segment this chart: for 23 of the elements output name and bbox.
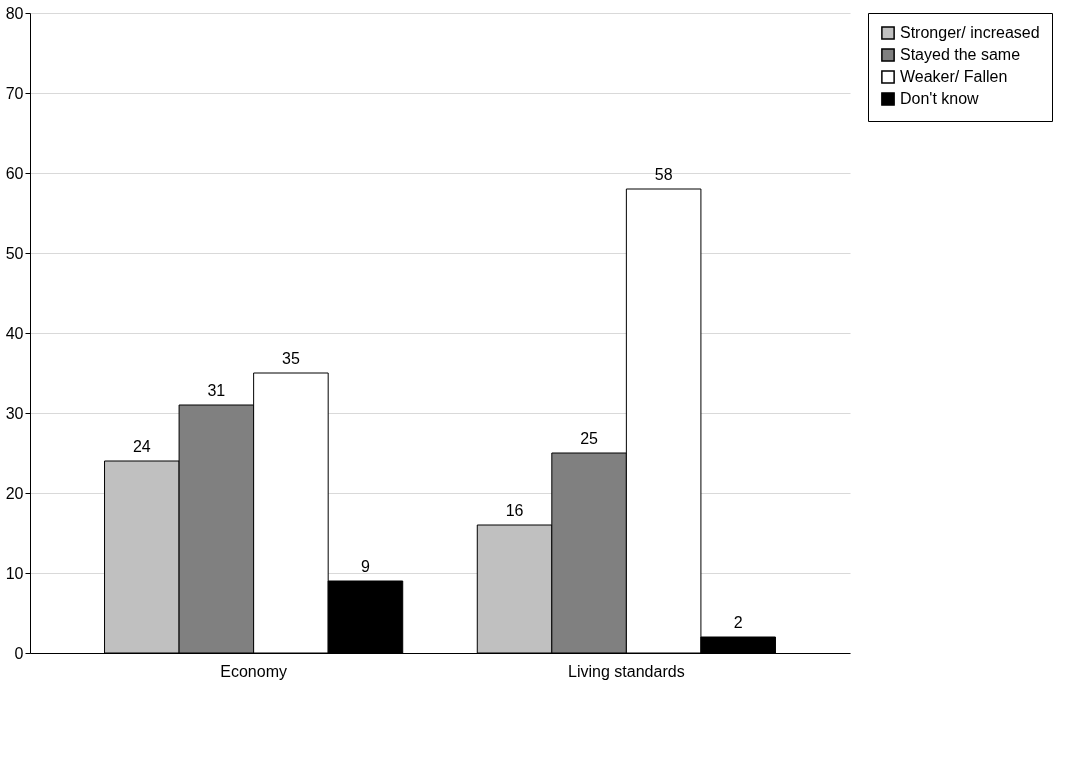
y-tick-label: 50 [5, 244, 24, 262]
data-label: 58 [654, 166, 673, 183]
data-label: 9 [361, 558, 370, 575]
y-tick-label: 0 [14, 644, 24, 662]
legend-label: Don't know [900, 90, 980, 107]
y-tick-label: 80 [5, 4, 24, 22]
data-label: 31 [207, 382, 226, 399]
legend-label: Stayed the same [900, 46, 1021, 63]
y-tick-label: 30 [5, 404, 24, 422]
legend-label: Stronger/ increased [900, 24, 1040, 41]
data-label: 35 [282, 350, 300, 367]
data-label: 24 [132, 438, 151, 455]
y-tick-label: 60 [5, 164, 24, 182]
data-label: 25 [580, 430, 599, 447]
y-tick-label: 40 [5, 324, 24, 342]
legend-label: Weaker/ Fallen [900, 68, 1008, 85]
y-tick-label: 10 [5, 564, 24, 582]
data-label: 2 [733, 614, 743, 631]
x-tick-label: Living standards [568, 662, 685, 680]
data-label: 16 [505, 502, 524, 519]
y-tick-label: 70 [5, 84, 24, 102]
y-tick-label: 20 [5, 484, 24, 502]
x-tick-label: Economy [220, 662, 287, 680]
